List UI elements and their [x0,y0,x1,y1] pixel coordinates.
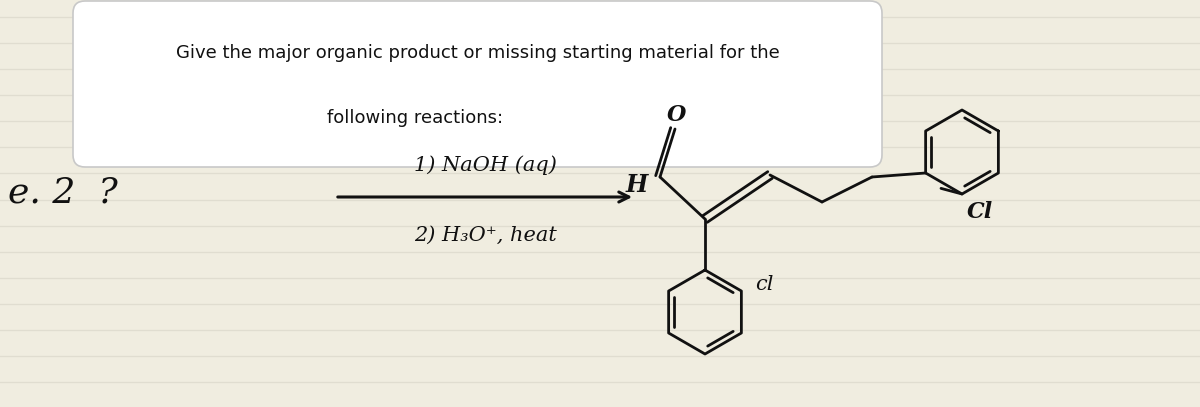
FancyBboxPatch shape [73,1,882,167]
Text: O: O [667,104,686,126]
Text: e. 2  ?: e. 2 ? [8,175,118,209]
Text: following reactions:: following reactions: [326,109,503,127]
Text: cl: cl [755,274,773,293]
Text: 2) H₃O⁺, heat: 2) H₃O⁺, heat [414,225,557,245]
Text: Give the major organic product or missing starting material for the: Give the major organic product or missin… [175,44,779,62]
Text: 1) NaOH (aq): 1) NaOH (aq) [414,155,557,175]
Text: Cl: Cl [967,201,994,223]
Text: H: H [626,173,648,197]
